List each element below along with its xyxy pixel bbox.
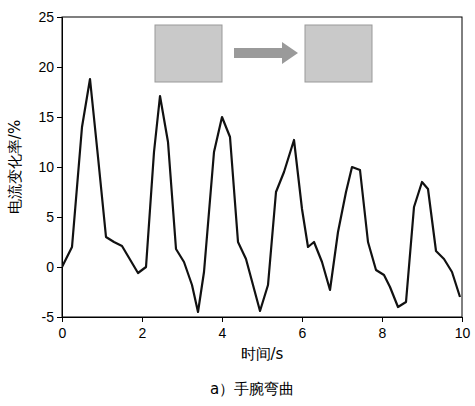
tick-mark — [382, 317, 383, 322]
plot-frame — [62, 17, 462, 317]
tick-label: 6 — [299, 325, 307, 341]
tick-label: 0 — [59, 325, 67, 341]
tick: 4 — [219, 317, 227, 341]
y-axis: -5 0 5 10 15 20 25 — [38, 9, 62, 325]
tick: 15 — [38, 109, 62, 125]
tick-label: 0 — [46, 259, 54, 275]
y-axis-title: 电流变化率/% — [6, 120, 24, 214]
tick-mark — [462, 317, 463, 322]
marks — [62, 79, 460, 312]
tick: 0 — [46, 259, 62, 275]
chart: 0246810-50510152025时间/s电流变化率/%a）手腕弯曲 — [0, 0, 475, 406]
tick-label: -5 — [42, 309, 55, 325]
tick-mark — [57, 167, 62, 168]
tick: 5 — [46, 209, 62, 225]
x-axis: 0 2 4 6 8 10 — [59, 317, 471, 341]
tick-mark — [57, 217, 62, 218]
tick-mark — [57, 17, 62, 18]
tick-mark — [57, 267, 62, 268]
inset-photos — [155, 25, 372, 82]
tick: 2 — [139, 317, 147, 341]
tick-mark — [302, 317, 303, 322]
tick-mark — [57, 67, 62, 68]
x-axis-title: 时间/s — [241, 345, 284, 363]
tick-label: 5 — [46, 209, 54, 225]
tick-mark — [57, 117, 62, 118]
tick-label: 20 — [38, 59, 54, 75]
photo-placeholder — [305, 25, 372, 82]
arrow — [234, 42, 298, 64]
tick: 20 — [38, 59, 62, 75]
tick: 0 — [59, 317, 67, 341]
tick-label: 25 — [38, 9, 54, 25]
tick: 6 — [299, 317, 307, 341]
plot: 0246810-50510152025 — [38, 9, 470, 341]
photo-placeholder — [155, 25, 222, 82]
tick-mark — [222, 317, 223, 322]
tick: 25 — [38, 9, 62, 25]
tick-label: 15 — [38, 109, 54, 125]
tick: 10 — [455, 317, 471, 341]
tick-label: 8 — [379, 325, 387, 341]
tick-label: 2 — [139, 325, 147, 341]
tick: -5 — [42, 309, 62, 325]
tick: 10 — [38, 159, 62, 175]
axis-line — [57, 18, 63, 318]
tick-label: 4 — [219, 325, 227, 341]
tick-label: 10 — [455, 325, 471, 341]
axis-line — [63, 318, 463, 323]
tick: 8 — [379, 317, 387, 341]
tick-mark — [142, 317, 143, 322]
tick-label: 10 — [38, 159, 54, 175]
caption: a）手腕弯曲 — [210, 380, 294, 398]
data-line — [62, 79, 460, 312]
tick-mark — [57, 317, 62, 318]
